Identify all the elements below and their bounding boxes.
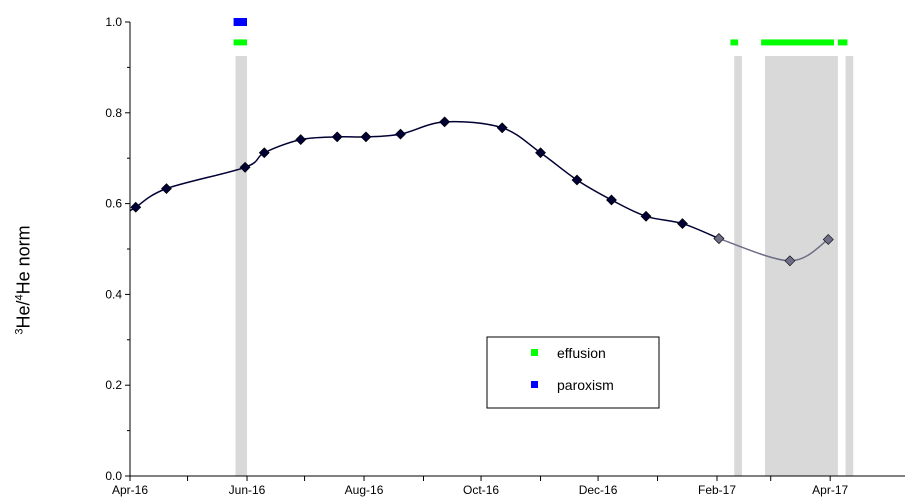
shaded-periods (235, 56, 854, 476)
data-point (395, 128, 406, 140)
shaded-period (734, 56, 742, 476)
series-points (130, 116, 834, 267)
data-point (360, 131, 372, 143)
y-tick-label: 0.6 (105, 197, 122, 211)
x-tick-label: Jun-16 (229, 483, 266, 497)
data-point (677, 218, 688, 230)
data-point (161, 183, 172, 195)
effusion-marker (761, 39, 835, 46)
event-markers (233, 18, 848, 46)
paroxism-marker (233, 18, 248, 26)
y-tick-label: 0.4 (105, 287, 122, 301)
data-point (258, 147, 270, 159)
x-tick-label: Feb-17 (698, 483, 736, 497)
y-tick-label: 0.2 (105, 378, 122, 392)
effusion-marker (730, 39, 739, 46)
effusion-marker (837, 39, 848, 46)
effusion-marker (233, 39, 248, 46)
x-tick-label: Apr-17 (812, 483, 848, 497)
shaded-period (764, 56, 838, 476)
data-point (239, 161, 251, 173)
legend-label: effusion (557, 345, 606, 361)
y-tick-label: 1.0 (105, 15, 122, 29)
legend-box (486, 336, 660, 409)
legend-swatch (531, 381, 538, 388)
data-point (640, 210, 652, 222)
data-point (331, 131, 343, 143)
data-point (496, 122, 508, 134)
x-tick-label: Apr-16 (112, 483, 148, 497)
x-tick-label: Dec-16 (579, 483, 618, 497)
data-point (606, 194, 617, 206)
x-tick-label: Aug-16 (345, 483, 384, 497)
data-point (822, 234, 834, 245)
y-tick-label: 0.0 (105, 469, 122, 483)
data-point (784, 255, 796, 267)
data-point (571, 174, 583, 186)
legend: effusion paroxism (486, 336, 660, 409)
axes: 0.0 0.2 0.4 0.6 0.8 1.0 Apr-16 Jun-16 Aug-16 Oct-… (105, 15, 905, 497)
legend-label: paroxism (557, 377, 614, 393)
series-line (129, 120, 720, 240)
shaded-period (845, 56, 854, 476)
legend-swatch (531, 349, 538, 356)
data-point (439, 116, 451, 128)
y-tick-label: 0.8 (105, 106, 122, 120)
data-point (130, 201, 142, 213)
data-point (713, 233, 725, 244)
shaded-period (235, 56, 248, 476)
data-point (535, 147, 546, 159)
x-tick-label: Oct-16 (463, 483, 499, 497)
series-lines (129, 120, 829, 262)
data-point (295, 134, 307, 146)
